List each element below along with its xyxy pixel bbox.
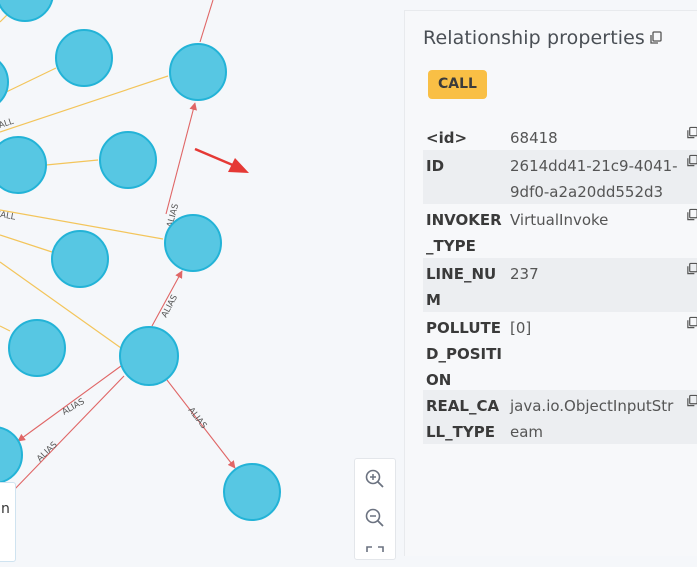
graph-node[interactable]	[0, 0, 54, 22]
property-key: POLLUTED_POSITION	[426, 319, 502, 389]
graph-edge-call[interactable]	[0, 325, 11, 332]
property-row: <id> 68418	[423, 122, 697, 150]
info-card-text: n	[1, 501, 10, 517]
copy-icon[interactable]	[686, 262, 697, 276]
graph-edge-alias[interactable]	[11, 375, 125, 493]
properties-table: <id> 68418 ID 2614dd41-21c9-4041-9df0-a2…	[423, 122, 697, 444]
graph-canvas[interactable]: CALL CALL ALIAS ALIAS ALIAS ALIAS ALIAS	[0, 0, 697, 549]
graph-edge-call[interactable]	[0, 67, 57, 96]
property-value: [0]	[510, 319, 532, 337]
graph-node[interactable]	[99, 131, 157, 189]
zoom-in-icon[interactable]	[363, 467, 387, 491]
graph-edge-alias[interactable]	[151, 270, 183, 327]
property-row: LINE_NUM 237	[423, 258, 697, 312]
property-row: POLLUTED_POSITION [0]	[423, 312, 697, 390]
panel-title: Relationship properties	[423, 27, 645, 49]
edge-label-call: CALL	[0, 117, 15, 133]
property-value: 237	[510, 265, 539, 283]
graph-edge-call[interactable]	[45, 159, 99, 166]
graph-edge-alias[interactable]	[166, 379, 236, 469]
copy-icon[interactable]	[686, 208, 697, 222]
graph-node-selected[interactable]	[119, 326, 179, 386]
edge-label-call: CALL	[0, 209, 16, 223]
graph-node[interactable]	[223, 463, 281, 521]
copy-icon[interactable]	[649, 31, 663, 45]
graph-edge-call[interactable]	[0, 261, 122, 349]
property-key: INVOKER_TYPE	[426, 211, 502, 255]
graph-edge-call[interactable]	[0, 209, 164, 240]
graph-edge-call[interactable]	[0, 234, 53, 253]
graph-node[interactable]	[8, 319, 66, 377]
property-key: REAL_CALL_TYPE	[426, 397, 500, 441]
copy-icon[interactable]	[686, 154, 697, 168]
copy-icon[interactable]	[686, 126, 697, 140]
copy-icon[interactable]	[686, 316, 697, 330]
property-row: ID 2614dd41-21c9-4041-9df0-a2a20dd552d3	[423, 150, 697, 204]
copy-icon[interactable]	[686, 394, 697, 408]
graph-node[interactable]	[0, 54, 9, 110]
graph-edge-alias[interactable]	[199, 0, 214, 43]
graph-edge-call[interactable]	[0, 75, 169, 133]
graph-edge-alias[interactable]	[17, 365, 122, 442]
zoom-out-icon[interactable]	[363, 506, 387, 530]
edge-label-alias: ALIAS	[35, 440, 59, 464]
property-row: REAL_CALL_TYPE java.io.ObjectInputStream	[423, 390, 697, 444]
graph-node[interactable]	[0, 136, 47, 194]
edge-label-alias: ALIAS	[186, 406, 209, 431]
zoom-controls	[354, 458, 396, 560]
graph-node[interactable]	[51, 230, 109, 288]
property-row: INVOKER_TYPE VirtualInvoke	[423, 204, 697, 258]
property-value: 2614dd41-21c9-4041-9df0-a2a20dd552d3	[510, 157, 678, 201]
graph-node[interactable]	[55, 29, 113, 87]
property-value: java.io.ObjectInputStream	[510, 397, 674, 441]
relationship-type-badge[interactable]: CALL	[428, 70, 487, 99]
property-value: 68418	[510, 129, 558, 147]
property-key: ID	[426, 157, 445, 175]
graph-node[interactable]	[169, 43, 227, 101]
property-value: VirtualInvoke	[510, 211, 609, 229]
fit-icon[interactable]	[363, 543, 387, 567]
graph-node[interactable]	[0, 426, 23, 484]
info-card: n	[0, 482, 16, 562]
arrow-annotation	[194, 147, 249, 173]
property-key: <id>	[426, 129, 468, 147]
property-key: LINE_NUM	[426, 265, 497, 309]
graph-edge-alias[interactable]	[165, 102, 197, 215]
relationship-properties-panel: Relationship properties CALL <id> 68418 …	[404, 10, 697, 556]
graph-node[interactable]	[164, 214, 222, 272]
